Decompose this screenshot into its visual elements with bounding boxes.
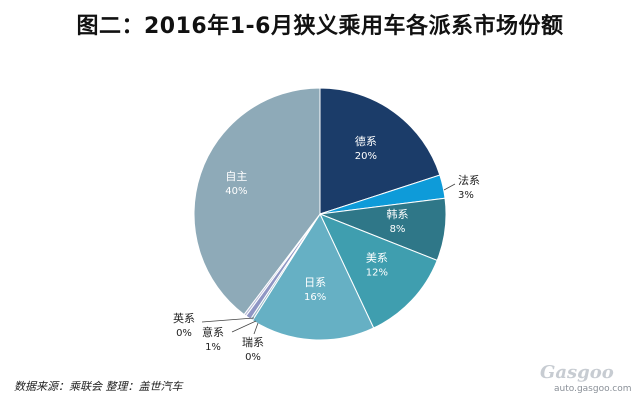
slice-label-0: 德系 — [355, 134, 377, 148]
pie-slice-8 — [193, 87, 321, 316]
slice-label-1: 法系 — [458, 173, 480, 187]
data-source-note: 数据来源：乘联会 整理：盖世汽车 — [14, 380, 183, 393]
pie-slices — [193, 87, 447, 341]
slice-label-8: 自主 — [225, 170, 247, 183]
watermark-url: auto.gasgoo.com — [554, 384, 632, 394]
slice-label-6: 意系 — [202, 325, 224, 339]
slice-value-6: 1% — [205, 342, 221, 353]
slice-value-8: 40% — [225, 186, 247, 197]
pie-slice-3 — [319, 213, 438, 329]
slice-label-2: 韩系 — [387, 207, 409, 221]
gasgoo-watermark: Gasgoo auto.gasgoo.com — [530, 362, 632, 396]
leader-line-1 — [443, 183, 456, 191]
slice-value-0: 20% — [355, 151, 377, 162]
slice-value-4: 16% — [304, 292, 326, 303]
slice-label-5: 瑞系 — [242, 335, 264, 349]
slice-label-7: 英系 — [173, 311, 195, 325]
slice-value-1: 3% — [458, 190, 474, 201]
slice-label-4: 日系 — [304, 276, 326, 289]
slice-label-3: 美系 — [366, 252, 388, 265]
chart-title: 图二：2016年1-6月狭义乘用车各派系市场份额 — [76, 14, 564, 39]
leader-line-5 — [253, 322, 259, 335]
slice-value-7: 0% — [176, 328, 192, 339]
leader-line-6 — [231, 320, 257, 333]
slice-value-2: 8% — [390, 224, 406, 235]
slice-value-5: 0% — [245, 352, 261, 363]
pie-slice-0 — [319, 87, 441, 215]
watermark-name: Gasgoo — [540, 362, 614, 383]
slice-labels: 德系 20% 法系 3% 韩系 8% 美系 12% 日系 16% 瑞系 0% 意系 1% 英系 0% 自主 40% — [173, 134, 480, 363]
pie-slice-4 — [251, 212, 375, 341]
leader-line-7 — [201, 317, 255, 323]
slice-value-3: 12% — [366, 268, 388, 279]
leader-lines — [201, 183, 456, 335]
